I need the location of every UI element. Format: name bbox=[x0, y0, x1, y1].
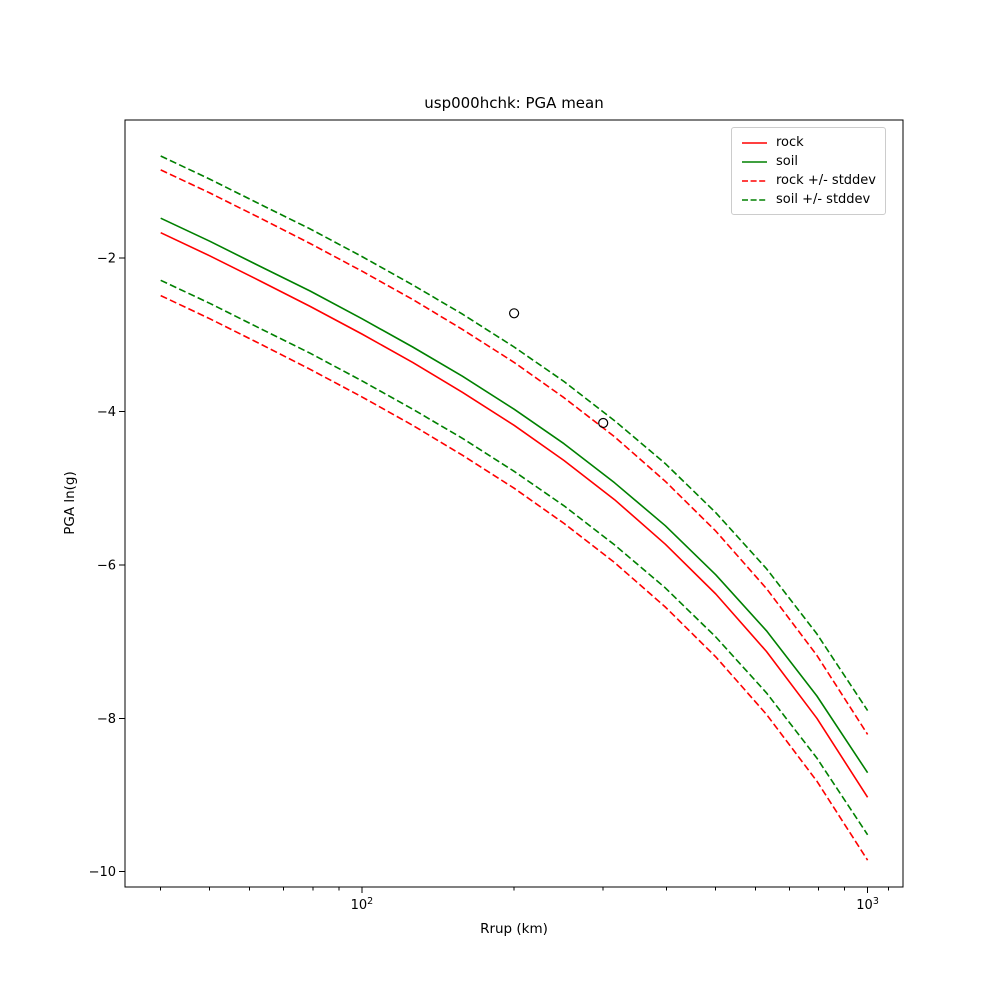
legend-label: rock +/- stddev bbox=[776, 173, 876, 188]
legend-label: rock bbox=[776, 135, 804, 150]
y-tick-label: −4 bbox=[97, 405, 116, 420]
legend-line-sample-soil bbox=[742, 160, 767, 163]
y-tick-label: −6 bbox=[97, 558, 116, 573]
data-point bbox=[598, 417, 609, 429]
x-axis-label: Rrup (km) bbox=[480, 921, 548, 937]
series-rock_plus_stddev bbox=[160, 169, 869, 735]
data-point bbox=[508, 308, 520, 319]
y-tick-label: −10 bbox=[89, 865, 116, 880]
x-tick-label: 102 bbox=[351, 896, 374, 913]
legend-entry-soil-stddev: soil +/- stddev bbox=[741, 190, 876, 209]
chart-title: usp000hchk: PGA mean bbox=[424, 94, 604, 112]
series-soil bbox=[160, 217, 869, 774]
legend-entry-soil: soil bbox=[741, 152, 876, 171]
legend-line-sample-soil-stddev bbox=[742, 198, 767, 201]
x-tick-label: 103 bbox=[856, 896, 879, 913]
series-soil_minus_stddev bbox=[160, 279, 869, 836]
legend-entry-rock: rock bbox=[741, 133, 876, 152]
y-axis-label: PGA ln(g) bbox=[62, 471, 78, 535]
series-soil_plus_stddev bbox=[160, 155, 869, 712]
series-rock_minus_stddev bbox=[160, 294, 869, 861]
axes-frame bbox=[124, 119, 904, 888]
legend-line-sample-rock bbox=[742, 141, 767, 144]
series-rock bbox=[160, 231, 869, 798]
y-tick-label: −8 bbox=[97, 712, 116, 727]
legend-entry-rock-stddev: rock +/- stddev bbox=[741, 171, 876, 190]
legend: rock soil rock +/- stddev soil +/- stdde… bbox=[731, 127, 886, 215]
y-tick-label: −2 bbox=[97, 252, 116, 267]
legend-line-sample-rock-stddev bbox=[742, 179, 767, 182]
legend-label: soil bbox=[776, 154, 798, 169]
legend-label: soil +/- stddev bbox=[776, 192, 871, 207]
